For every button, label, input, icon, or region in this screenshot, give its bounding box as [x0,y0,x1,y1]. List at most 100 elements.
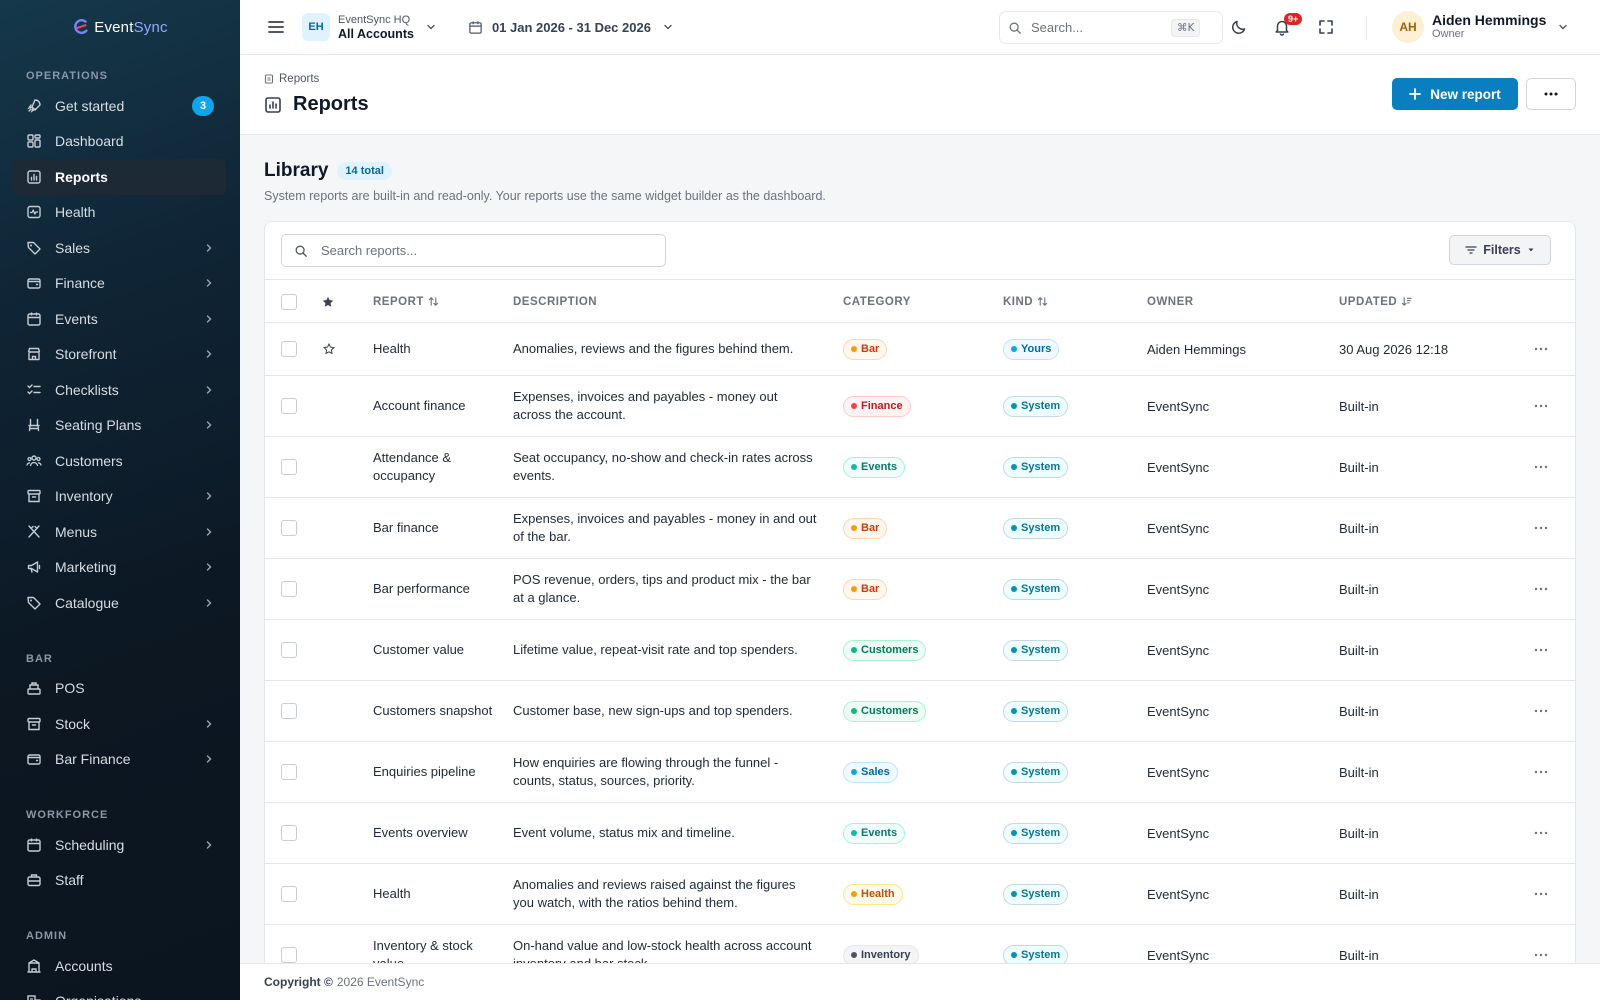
dark-mode-moon-icon[interactable] [1230,18,1248,36]
category-badge: Inventory [843,944,919,966]
row-menu-icon[interactable] [1534,892,1548,896]
row-checkbox[interactable] [281,520,297,536]
row-menu-icon[interactable] [1534,770,1548,774]
star-icon[interactable] [322,296,334,308]
row-checkbox[interactable] [281,581,297,597]
row-menu-icon[interactable] [1534,404,1548,408]
row-menu-icon[interactable] [1534,465,1548,469]
table-row[interactable]: Bar performance POS revenue, orders, tip… [265,559,1575,620]
row-menu-icon[interactable] [1534,709,1548,713]
report-name[interactable]: Health [373,341,411,356]
row-checkbox[interactable] [281,459,297,475]
sidebar-item-label: Dashboard [55,133,124,150]
sidebar-item-sales[interactable]: Sales [14,230,226,266]
report-name[interactable]: Attendance & occupancy [373,450,452,483]
user-menu[interactable]: AH Aiden Hemmings Owner [1392,11,1568,43]
report-name[interactable]: Bar performance [373,581,470,596]
table-row[interactable]: Enquiries pipeline How enquiries are flo… [265,742,1575,803]
row-menu-icon[interactable] [1534,347,1548,351]
nav-section-title: ADMIN [26,930,68,942]
sidebar-item-seating-plans[interactable]: Seating Plans [14,408,226,444]
row-checkbox[interactable] [281,947,297,963]
row-checkbox[interactable] [281,703,297,719]
sidebar-item-inventory[interactable]: Inventory [14,479,226,515]
row-checkbox[interactable] [281,642,297,658]
row-menu-icon[interactable] [1534,831,1548,835]
sidebar-item-staff[interactable]: Staff [14,863,226,899]
sidebar-item-label: Stock [55,715,91,732]
sidebar-item-health[interactable]: Health [14,195,226,231]
report-name[interactable]: Events overview [373,825,468,840]
more-actions-button[interactable] [1526,78,1576,110]
sidebar-item-pos[interactable]: POS [14,671,226,707]
row-menu-icon[interactable] [1534,587,1548,591]
table-row[interactable]: Health Anomalies, reviews and the figure… [265,323,1575,376]
sidebar-item-accounts[interactable]: Accounts [14,948,226,984]
report-name[interactable]: Customers snapshot [373,703,493,718]
column-report[interactable]: REPORT [373,280,439,323]
date-range-picker[interactable]: 01 Jan 2026 - 31 Dec 2026 [468,20,673,35]
breadcrumb-item[interactable]: Reports [279,73,320,85]
brand-logo[interactable]: EventSync [0,0,240,54]
sidebar-item-storefront[interactable]: Storefront [14,337,226,373]
sidebar-item-bar-finance[interactable]: Bar Finance [14,742,226,778]
column-updated[interactable]: UPDATED [1339,280,1412,323]
kind-badge: System [1003,639,1069,661]
sidebar-item-stock[interactable]: Stock [14,706,226,742]
sidebar-item-scheduling[interactable]: Scheduling [14,827,226,863]
search-input[interactable] [1031,20,1171,35]
tag-icon [27,596,41,610]
sidebar-item-menus[interactable]: Menus [14,514,226,550]
table-row[interactable]: Attendance & occupancy Seat occupancy, n… [265,437,1575,498]
sidebar-item-customers[interactable]: Customers [14,443,226,479]
sidebar-item-dashboard[interactable]: Dashboard [14,124,226,160]
star-outline-icon[interactable] [323,343,335,355]
sort-icon [428,297,439,306]
row-menu-icon[interactable] [1534,648,1548,652]
sidebar-item-organisations[interactable]: Organisations [14,984,226,1000]
sidebar-item-catalogue[interactable]: Catalogue [14,585,226,621]
report-name[interactable]: Enquiries pipeline [373,764,476,779]
row-checkbox[interactable] [281,825,297,841]
sidebar-item-finance[interactable]: Finance [14,266,226,302]
report-name[interactable]: Account finance [373,398,466,413]
count-badge: 3 [192,95,214,116]
dashboard-icon [27,134,41,148]
report-name[interactable]: Bar finance [373,520,439,535]
table-row[interactable]: Bar finance Expenses, invoices and payab… [265,498,1575,559]
table-row[interactable]: Customer value Lifetime value, repeat-vi… [265,620,1575,681]
fullscreen-icon[interactable] [1317,18,1335,36]
report-name[interactable]: Customer value [373,642,465,657]
report-search[interactable] [281,234,666,267]
select-all-checkbox[interactable] [281,293,297,310]
row-checkbox[interactable] [281,341,297,357]
sidebar-item-get-started[interactable]: Get started 3 [14,88,226,124]
filters-label: Filters [1483,243,1521,257]
page-title: Reports [264,93,369,116]
calendar-icon [27,838,41,852]
global-search[interactable]: ⌘K [999,11,1223,44]
sidebar-item-checklists[interactable]: Checklists [14,372,226,408]
owner: Aiden Hemmings [1147,341,1246,357]
table-row[interactable]: Account finance Expenses, invoices and p… [265,376,1575,437]
filters-button[interactable]: Filters [1449,235,1551,265]
row-checkbox[interactable] [281,886,297,902]
report-search-input[interactable] [321,243,641,258]
row-menu-icon[interactable] [1534,526,1548,530]
sidebar-item-reports[interactable]: Reports [14,159,226,195]
row-checkbox[interactable] [281,764,297,780]
account-switcher[interactable]: EH EventSync HQ All Accounts [302,13,436,41]
row-menu-icon[interactable] [1534,953,1548,957]
column-kind[interactable]: KIND [1003,280,1048,323]
table-row[interactable]: Customers snapshot Customer base, new si… [265,681,1575,742]
report-name[interactable]: Health [373,886,411,901]
sidebar-item-events[interactable]: Events [14,301,226,337]
menu-toggle-icon[interactable] [266,17,286,37]
kind-badge: System [1003,822,1069,844]
sidebar-item-marketing[interactable]: Marketing [14,550,226,586]
table-row[interactable]: Health Anomalies and reviews raised agai… [265,864,1575,925]
row-checkbox[interactable] [281,398,297,414]
table-row[interactable]: Events overview Event volume, status mix… [265,803,1575,864]
new-report-button[interactable]: New report [1392,78,1518,110]
table-row[interactable]: Inventory & stock value On-hand value an… [265,925,1575,980]
